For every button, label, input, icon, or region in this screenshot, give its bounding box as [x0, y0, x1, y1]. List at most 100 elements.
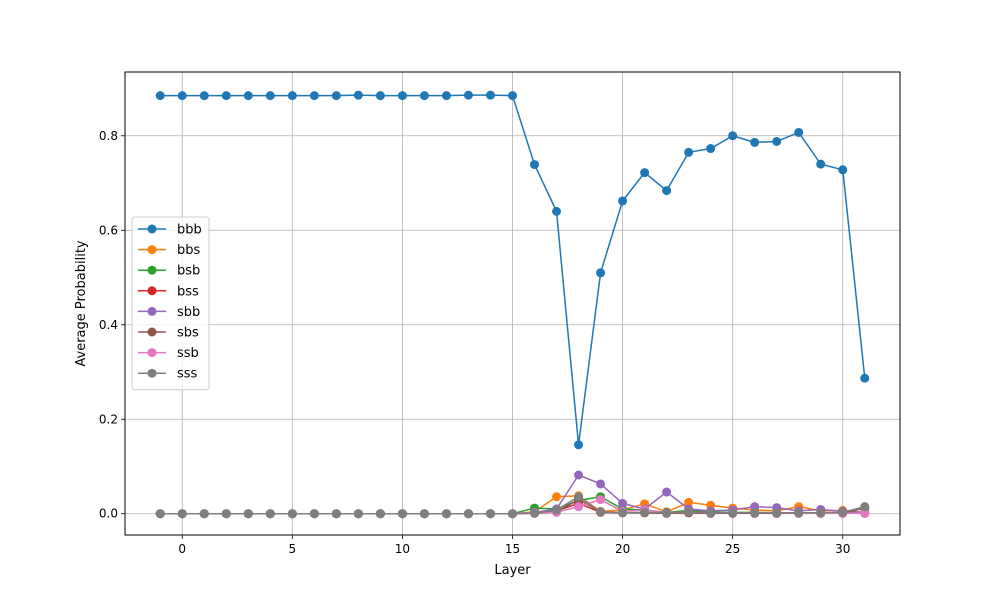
legend-label: bbs	[177, 243, 201, 258]
data-point-bbb	[640, 168, 650, 178]
data-point-sss	[794, 508, 804, 518]
data-point-ssb	[596, 495, 606, 505]
data-point-bbb	[794, 127, 804, 137]
data-point-bbb	[662, 186, 672, 196]
data-point-bbb	[177, 91, 187, 101]
legend-label: sbb	[177, 305, 200, 320]
data-point-sss	[552, 505, 562, 515]
data-point-bbb	[397, 91, 407, 101]
data-point-sss	[684, 507, 694, 517]
legend-label: bss	[177, 284, 199, 299]
legend-label: ssb	[177, 346, 199, 361]
data-point-bbb	[375, 91, 385, 101]
legend-marker	[147, 306, 157, 316]
legend-item-bbb: bbb	[138, 223, 202, 238]
data-point-bbb	[419, 91, 429, 101]
data-point-sbb	[596, 479, 606, 489]
data-point-bbb	[838, 165, 848, 175]
data-point-bbb	[463, 90, 473, 100]
data-point-sss	[574, 492, 584, 502]
data-point-bbb	[508, 91, 517, 101]
data-point-sss	[618, 508, 628, 518]
x-tick-label: 15	[505, 542, 520, 556]
data-point-bbb	[684, 147, 694, 157]
series-bbb	[155, 90, 870, 450]
data-point-sss	[221, 509, 231, 519]
data-point-bbb	[441, 91, 451, 101]
data-point-sss	[441, 509, 451, 519]
x-tick-label: 10	[395, 542, 410, 556]
data-point-sss	[397, 509, 407, 519]
data-point-bbb	[221, 91, 231, 101]
x-axis-label: Layer	[494, 563, 531, 578]
data-point-ssb	[574, 502, 584, 512]
data-point-sss	[419, 509, 429, 519]
legend-marker	[147, 327, 157, 337]
data-point-bbb	[728, 131, 738, 141]
legend: bbb bbs bsb bss sbb sbs ssb sss	[131, 216, 210, 391]
data-point-ssb	[860, 508, 870, 518]
data-point-sbb	[662, 487, 672, 497]
data-point-bbb	[265, 91, 275, 101]
data-point-sss	[662, 508, 672, 518]
data-point-sss	[596, 507, 606, 517]
data-point-bbb	[485, 90, 495, 100]
data-point-bbb	[552, 206, 562, 216]
data-point-sss	[265, 509, 275, 519]
data-point-sss	[772, 508, 782, 518]
legend-marker	[147, 265, 157, 275]
y-tick-label: 0.0	[99, 507, 118, 521]
data-point-bbs	[684, 497, 694, 507]
data-point-bbb	[155, 91, 165, 101]
y-tick-label: 0.8	[99, 129, 118, 143]
data-point-sss	[706, 508, 716, 518]
data-point-bbb	[574, 440, 584, 450]
x-tick-label: 25	[725, 542, 740, 556]
data-point-sss	[728, 508, 738, 518]
legend-marker	[147, 348, 157, 358]
data-point-sss	[331, 509, 341, 519]
data-point-bbb	[199, 91, 209, 101]
data-point-bbb	[353, 90, 363, 100]
data-point-sss	[838, 507, 848, 517]
x-tick-label: 30	[835, 542, 850, 556]
data-point-bbb	[331, 91, 341, 101]
data-point-sss	[375, 509, 385, 519]
legend-item-bbs: bbs	[138, 243, 201, 258]
data-point-sss	[860, 502, 870, 512]
data-point-bbb	[750, 137, 760, 147]
data-point-bbs	[552, 492, 562, 502]
legend-label: bbb	[177, 223, 202, 238]
legend-marker	[147, 368, 157, 378]
legend-box	[131, 216, 210, 391]
data-point-bbb	[243, 91, 253, 101]
data-point-sss	[287, 509, 297, 519]
data-point-bbb	[618, 196, 628, 206]
data-point-bbb	[530, 160, 540, 170]
data-point-sss	[155, 509, 165, 519]
data-point-bbb	[772, 136, 782, 146]
series-sss	[155, 492, 870, 519]
data-point-sss	[177, 509, 187, 519]
legend-label: bsb	[177, 264, 200, 279]
y-tick-label: 0.6	[99, 223, 118, 237]
data-point-sss	[816, 508, 826, 518]
x-tick-label: 20	[615, 542, 630, 556]
data-point-sss	[463, 509, 473, 519]
data-point-sss	[309, 509, 319, 519]
data-point-sss	[353, 509, 363, 519]
data-point-bbb	[816, 159, 826, 169]
data-point-sss	[243, 509, 253, 519]
data-point-sss	[530, 508, 540, 518]
legend-item-bsb: bsb	[138, 264, 200, 279]
data-point-bbb	[860, 373, 870, 383]
legend-label: sss	[177, 367, 198, 382]
data-point-sss	[508, 509, 517, 519]
y-tick-label: 0.2	[99, 412, 118, 426]
x-tick-label: 5	[289, 542, 297, 556]
x-tick-label: 0	[178, 542, 186, 556]
legend-item-sbb: sbb	[138, 305, 200, 320]
data-point-bbb	[596, 268, 606, 278]
